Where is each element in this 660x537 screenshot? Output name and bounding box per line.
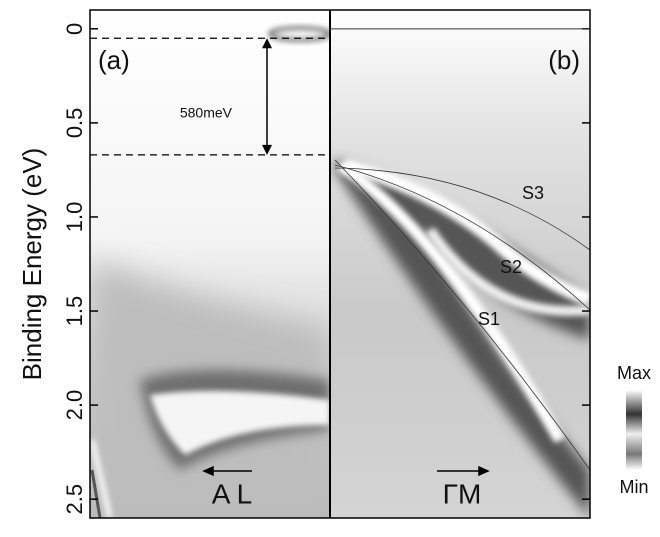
- y-tick-label: 2.5: [62, 484, 87, 515]
- band-label: S2: [500, 257, 522, 277]
- band-label: S1: [478, 309, 500, 329]
- annotation: 580meV: [180, 105, 233, 121]
- colorbar: [626, 390, 642, 470]
- direction-label: A L: [212, 478, 252, 509]
- y-tick-label: 1.0: [62, 202, 87, 233]
- arrow-head: [262, 38, 272, 49]
- panel-b-image: [330, 10, 590, 518]
- y-tick-label: 0: [62, 23, 87, 35]
- band-label: S3: [522, 183, 544, 203]
- panel-a-image: [90, 10, 330, 518]
- frame: [89, 9, 591, 519]
- colorbar-max: Max: [617, 363, 651, 383]
- panel-label: (b): [548, 45, 580, 75]
- direction-arrows: [202, 465, 490, 477]
- colorbar-min: Min: [619, 477, 648, 497]
- y-tick-label: 2.0: [62, 390, 87, 421]
- y-axis-label: Binding Energy (eV): [17, 148, 47, 381]
- direction-label: ΓM: [443, 478, 482, 509]
- arrow-head: [262, 144, 272, 155]
- y-tick-label: 1.5: [62, 296, 87, 327]
- panel-label: (a): [98, 45, 130, 75]
- y-tick-label: 0.5: [62, 108, 87, 139]
